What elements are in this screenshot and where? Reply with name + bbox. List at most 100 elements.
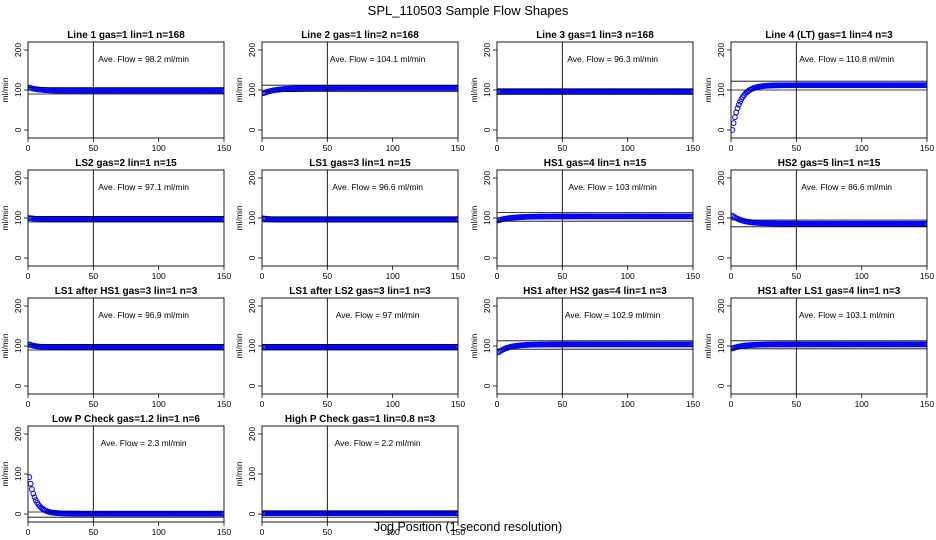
panel-9: LS1 after HS1 gas=3 lin=1 n=3 ml/min Ave. … (0, 286, 231, 409)
y-tick-label: 100 (247, 339, 257, 353)
y-axis-label: ml/min (703, 205, 713, 230)
data-point (221, 510, 224, 517)
panel-title: Low P Check gas=1.2 lin=1 n=6 (52, 414, 200, 425)
panel-8: HS2 gas=5 lin=1 n=15 ml/min Ave. Flow = 86… (703, 158, 934, 281)
average-flow-annotation: Ave. Flow = 97.1 ml/min (98, 182, 189, 192)
data-point (221, 344, 224, 351)
data-point (731, 120, 737, 127)
panel-3: Line 3 gas=1 lin=3 n=168 ml/min Ave. Flow … (469, 30, 700, 153)
data-point (455, 85, 458, 91)
data-point (734, 105, 741, 112)
y-tick-label: 100 (13, 339, 23, 353)
x-tick-label: 100 (152, 399, 166, 409)
data-points (262, 344, 458, 351)
x-tick-label: 0 (729, 271, 734, 281)
panel-title: LS1 after LS2 gas=3 lin=1 n=3 (289, 286, 431, 297)
average-flow-annotation: Ave. Flow = 96.3 ml/min (567, 54, 658, 64)
x-tick-label: 50 (89, 271, 99, 281)
y-axis-label: ml/min (0, 77, 10, 102)
panel-title: Line 2 gas=1 lin=2 n=168 (301, 30, 419, 41)
data-point (30, 490, 37, 497)
x-tick-label: 50 (323, 399, 333, 409)
y-tick-label: 0 (13, 255, 23, 260)
x-tick-label: 100 (386, 143, 400, 153)
average-flow-annotation: Ave. Flow = 102.9 ml/min (565, 310, 661, 320)
x-tick-label: 50 (89, 143, 99, 153)
y-tick-label: 200 (482, 299, 492, 313)
panel-title: Line 3 gas=1 lin=3 n=168 (536, 30, 654, 41)
x-tick-label: 150 (451, 527, 465, 537)
y-tick-label: 200 (716, 171, 726, 185)
data-points (497, 213, 693, 224)
panel-10: LS1 after LS2 gas=3 lin=1 n=3 ml/min Ave. … (234, 286, 465, 409)
y-tick-label: 200 (482, 43, 492, 57)
x-tick-label: 100 (855, 143, 869, 153)
data-points (28, 84, 224, 94)
panel-4: Line 4 (LT) gas=1 lin=4 n=3 ml/min Ave. Fl… (703, 30, 934, 153)
x-tick-label: 0 (26, 271, 31, 281)
panel-2: Line 2 gas=1 lin=2 n=168 ml/min Ave. Flow … (234, 30, 465, 153)
data-point (731, 127, 736, 133)
y-tick-label: 0 (247, 255, 257, 260)
y-tick-label: 100 (716, 83, 726, 97)
y-tick-label: 0 (13, 127, 23, 132)
y-tick-label: 100 (247, 211, 257, 225)
x-tick-label: 50 (792, 143, 802, 153)
y-axis-label: ml/min (234, 333, 244, 358)
figure-xlabel: Jog Position (1 second resolution) (374, 520, 562, 534)
x-tick-label: 0 (260, 399, 265, 409)
x-tick-label: 50 (89, 527, 99, 537)
data-points (731, 82, 927, 133)
x-tick-label: 150 (920, 143, 934, 153)
y-axis-label: ml/min (703, 77, 713, 102)
y-axis-label: ml/min (234, 205, 244, 230)
data-point (31, 494, 38, 501)
y-tick-label: 0 (716, 255, 726, 260)
panel-11: HS1 after HS2 gas=4 lin=1 n=3 ml/min Ave. … (469, 286, 700, 409)
x-tick-label: 0 (260, 527, 265, 537)
x-tick-label: 50 (558, 271, 568, 281)
panel-title: Line 1 gas=1 lin=1 n=168 (67, 30, 185, 41)
data-points (28, 474, 224, 517)
data-point (732, 114, 738, 121)
x-tick-label: 100 (621, 143, 635, 153)
y-tick-label: 0 (716, 383, 726, 388)
y-tick-label: 100 (247, 83, 257, 97)
y-tick-label: 200 (247, 43, 257, 57)
data-points (28, 341, 224, 351)
y-tick-label: 200 (247, 299, 257, 313)
x-tick-label: 150 (217, 527, 231, 537)
x-tick-label: 50 (323, 143, 333, 153)
average-flow-annotation: Ave. Flow = 104.1 ml/min (330, 54, 426, 64)
data-point (455, 344, 458, 351)
y-tick-label: 200 (13, 427, 23, 441)
y-axis-label: ml/min (0, 461, 10, 486)
y-tick-label: 100 (13, 83, 23, 97)
y-axis-label: ml/min (469, 333, 479, 358)
x-tick-label: 100 (152, 527, 166, 537)
y-tick-label: 200 (13, 171, 23, 185)
x-tick-label: 0 (260, 271, 265, 281)
y-tick-label: 200 (13, 299, 23, 313)
y-tick-label: 100 (247, 467, 257, 481)
panel-title: LS2 gas=2 lin=1 n=15 (75, 158, 177, 169)
panel-title: LS1 gas=3 lin=1 n=15 (309, 158, 411, 169)
y-tick-label: 0 (247, 383, 257, 388)
y-tick-label: 100 (482, 83, 492, 97)
x-tick-label: 100 (152, 143, 166, 153)
y-tick-label: 100 (482, 211, 492, 225)
y-axis-label: ml/min (469, 77, 479, 102)
average-flow-annotation: Ave. Flow = 86.6 ml/min (801, 182, 892, 192)
y-tick-label: 100 (482, 339, 492, 353)
x-tick-label: 150 (686, 399, 700, 409)
x-tick-label: 0 (729, 399, 734, 409)
panel-1: Line 1 gas=1 lin=1 n=168 ml/min Ave. Flow … (0, 30, 231, 153)
y-axis-label: ml/min (0, 333, 10, 358)
y-axis-label: ml/min (469, 205, 479, 230)
x-tick-label: 100 (855, 271, 869, 281)
data-point (455, 510, 458, 517)
y-tick-label: 200 (247, 427, 257, 441)
x-tick-label: 150 (686, 143, 700, 153)
y-tick-label: 0 (247, 511, 257, 516)
